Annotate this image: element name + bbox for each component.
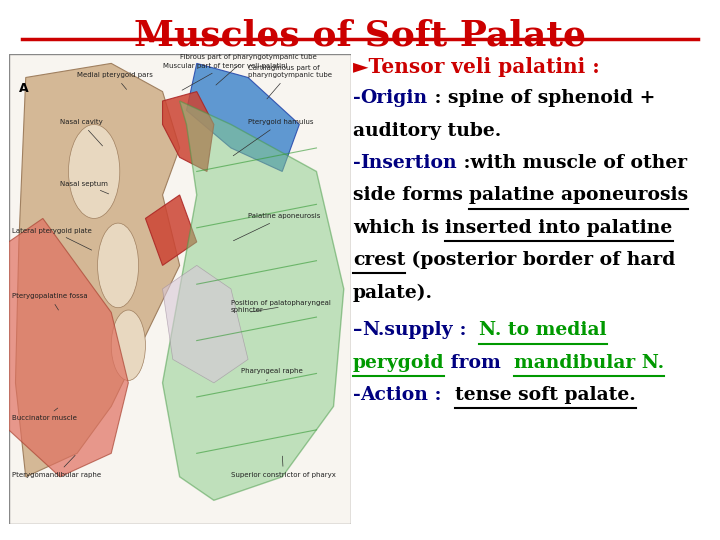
Text: : spine of sphenoid +: : spine of sphenoid + <box>428 89 655 107</box>
Text: Origin: Origin <box>361 89 428 107</box>
Text: Superior constrictor of pharyx: Superior constrictor of pharyx <box>231 456 336 478</box>
Text: crest: crest <box>353 251 405 269</box>
Text: Insertion: Insertion <box>361 154 457 172</box>
Text: which is: which is <box>353 219 445 237</box>
Text: Palatine aponeurosis: Palatine aponeurosis <box>233 213 320 241</box>
Text: side forms: side forms <box>353 186 469 204</box>
Text: Cartilaginous part of
pharyngotympanic tube: Cartilaginous part of pharyngotympanic t… <box>248 65 332 99</box>
Text: Pterygopalatine fossa: Pterygopalatine fossa <box>12 293 88 310</box>
Text: :: : <box>428 386 455 404</box>
Text: Action: Action <box>361 386 428 404</box>
Text: -: - <box>353 386 361 404</box>
Text: perygoid: perygoid <box>353 354 444 372</box>
Text: inserted into palatine: inserted into palatine <box>445 219 672 237</box>
Text: :: : <box>453 321 480 339</box>
Text: palate).: palate). <box>353 284 433 302</box>
Text: Buccinator muscle: Buccinator muscle <box>12 408 77 421</box>
Polygon shape <box>16 63 180 477</box>
Ellipse shape <box>98 223 139 308</box>
Text: -: - <box>353 154 361 172</box>
Text: Muscular part of tensor veli palatini: Muscular part of tensor veli palatini <box>163 63 287 90</box>
Text: (posterior border of hard: (posterior border of hard <box>405 251 675 269</box>
Ellipse shape <box>112 310 145 381</box>
Text: -: - <box>353 89 361 107</box>
Text: from: from <box>444 354 514 372</box>
Text: Medial pterygoid pars: Medial pterygoid pars <box>77 72 153 90</box>
Text: Nasal septum: Nasal septum <box>60 180 109 194</box>
Text: Muscles of Soft Palate: Muscles of Soft Palate <box>134 19 586 53</box>
Text: :with muscle of other: :with muscle of other <box>457 154 688 172</box>
Text: Fibrous part of pharyngotympanic tube: Fibrous part of pharyngotympanic tube <box>180 53 316 85</box>
Text: Pterygoid hamulus: Pterygoid hamulus <box>233 119 313 156</box>
Text: palatine aponeurosis: palatine aponeurosis <box>469 186 688 204</box>
Text: Pharyngeal raphe: Pharyngeal raphe <box>241 368 303 381</box>
Polygon shape <box>9 218 128 477</box>
Text: Nasal cavity: Nasal cavity <box>60 119 103 146</box>
Text: ►Tensor veli palatini :: ►Tensor veli palatini : <box>353 57 600 77</box>
Text: A: A <box>19 82 29 94</box>
Text: mandibular N.: mandibular N. <box>514 354 665 372</box>
Text: tense soft palate.: tense soft palate. <box>455 386 636 404</box>
Polygon shape <box>163 92 214 172</box>
Polygon shape <box>145 195 197 265</box>
Text: –: – <box>353 321 362 339</box>
Text: auditory tube.: auditory tube. <box>353 122 501 139</box>
Text: Pterygomandibular raphe: Pterygomandibular raphe <box>12 455 102 478</box>
Polygon shape <box>163 265 248 383</box>
Ellipse shape <box>68 124 120 218</box>
Polygon shape <box>163 101 344 500</box>
Text: N. to medial: N. to medial <box>480 321 607 339</box>
Polygon shape <box>186 63 300 172</box>
Text: N.supply: N.supply <box>362 321 453 339</box>
Text: Position of palatopharyngeal
sphincter: Position of palatopharyngeal sphincter <box>231 300 330 313</box>
Text: Lateral pterygoid plate: Lateral pterygoid plate <box>12 227 92 250</box>
